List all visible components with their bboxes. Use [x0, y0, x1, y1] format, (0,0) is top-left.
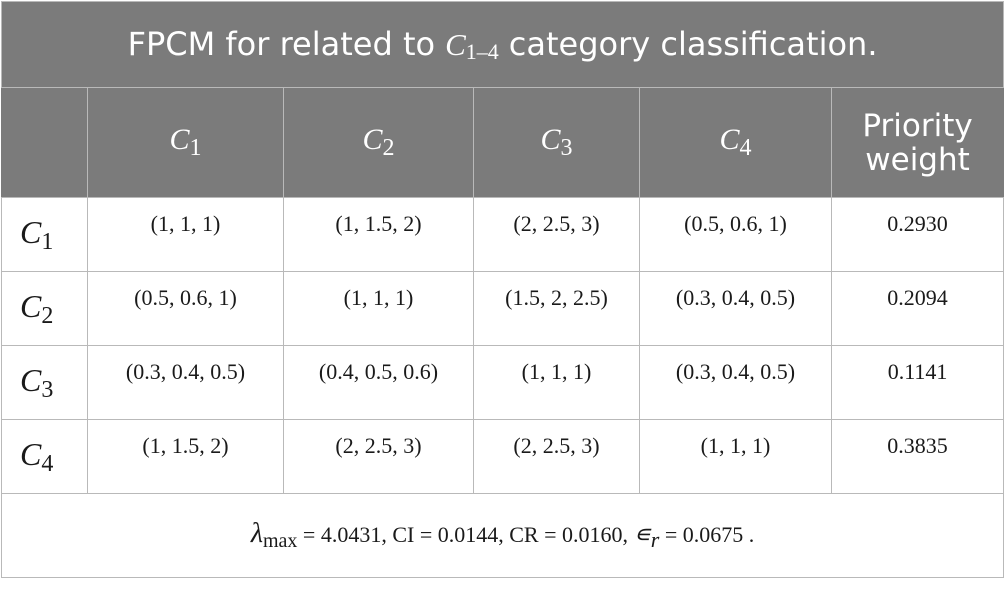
header-priority-weight: Priority weight — [830, 87, 1004, 198]
table-row: C1 (1, 1, 1) (1, 1.5, 2) (2, 2.5, 3) (0.… — [1, 197, 1004, 272]
table-row: C3 (0.3, 0.4, 0.5) (0.4, 0.5, 0.6) (1, 1… — [1, 345, 1004, 420]
header-c2: C2 — [283, 87, 474, 198]
row-header-c3: C3 — [1, 345, 88, 420]
header-c4: C4 — [639, 87, 832, 198]
cell-value: (1, 1, 1) — [521, 358, 592, 384]
cell-value: (0.4, 0.5, 0.6) — [318, 358, 439, 384]
row-c4-symbol: C — [20, 435, 42, 472]
fpcm-table: FPCM for related to C1–4 category classifi… — [0, 1, 1004, 578]
lambda-letter: λ — [250, 518, 263, 549]
cr-value: CR = 0.0160, — [509, 522, 634, 547]
header-c1-sub: 1 — [189, 135, 202, 161]
priority-weight-cell: 0.3835 — [830, 419, 1004, 494]
weight-value: 0.2094 — [887, 284, 948, 310]
header-c1: C1 — [87, 87, 284, 198]
cell-value: (2, 2.5, 3) — [513, 432, 600, 458]
priority-weight-cell: 0.2930 — [830, 197, 1004, 272]
lambda-sub: max — [262, 530, 298, 552]
table-cell: (1, 1, 1) — [473, 345, 640, 420]
table-cell: (1, 1, 1) — [639, 419, 832, 494]
row-c2-symbol: C — [20, 287, 42, 324]
priority-weight-cell: 0.2094 — [830, 271, 1004, 346]
cell-value: (2, 2.5, 3) — [335, 432, 422, 458]
table-cell: (0.3, 0.4, 0.5) — [639, 271, 832, 346]
table-cell: (0.3, 0.4, 0.5) — [87, 345, 284, 420]
ci-value: CI = 0.0144, — [392, 522, 510, 547]
cell-value: (1, 1, 1) — [700, 432, 771, 458]
lambda-max-value: = 4.0431, — [297, 522, 393, 547]
title-prefix: FPCM for related to — [127, 24, 436, 63]
row-header-c4: C4 — [1, 419, 88, 494]
footnote: λmax = 4.0431, CI = 0.0144, CR = 0.0160,… — [0, 493, 1004, 578]
header-row: C1 C2 C3 C4 Priority weight — [1, 87, 1004, 198]
cell-value: (0.3, 0.4, 0.5) — [675, 284, 796, 310]
cell-value: (1, 1, 1) — [343, 284, 414, 310]
row-header-c1: C1 — [1, 197, 88, 272]
row-header-c2: C2 — [1, 271, 88, 346]
cell-value: (0.5, 0.6, 1) — [134, 284, 237, 310]
cell-value: (0.5, 0.6, 1) — [684, 210, 787, 236]
cell-value: (1, 1.5, 2) — [142, 432, 229, 458]
header-c4-symbol: C — [719, 123, 740, 156]
header-c3: C3 — [473, 87, 640, 198]
row-c3-symbol: C — [20, 361, 42, 398]
table-cell: (1.5, 2, 2.5) — [473, 271, 640, 346]
row-c1-symbol: C — [20, 213, 42, 250]
cell-value: (2, 2.5, 3) — [513, 210, 600, 236]
table-title: FPCM for related to C1–4 category classifi… — [0, 1, 1004, 88]
table-cell: (0.3, 0.4, 0.5) — [639, 345, 832, 420]
header-c4-sub: 4 — [739, 135, 752, 161]
table-row: C2 (0.5, 0.6, 1) (1, 1, 1) (1.5, 2, 2.5)… — [1, 271, 1004, 346]
lambda-max-symbol: λmax — [250, 518, 298, 552]
table-cell: (1, 1, 1) — [87, 197, 284, 272]
title-suffix: category classification. — [508, 24, 878, 63]
row-c1-sub: 1 — [41, 228, 54, 255]
cell-value: (1, 1, 1) — [150, 210, 221, 236]
cell-value: (0.3, 0.4, 0.5) — [675, 358, 796, 384]
table-cell: (2, 2.5, 3) — [473, 197, 640, 272]
cell-value: (1, 1.5, 2) — [335, 210, 422, 236]
table-cell: (0.5, 0.6, 1) — [639, 197, 832, 272]
priority-header-line1: Priority — [862, 107, 973, 144]
row-c2-sub: 2 — [41, 302, 54, 329]
epsilon-r-value: = 0.0675 . — [659, 522, 755, 547]
header-c1-symbol: C — [169, 123, 190, 156]
header-corner — [1, 87, 88, 198]
epsilon-sub: r — [650, 527, 660, 552]
header-c3-symbol: C — [540, 123, 561, 156]
title-row: FPCM for related to C1–4 category classifi… — [0, 1, 1004, 88]
priority-weight-cell: 0.1141 — [830, 345, 1004, 420]
title-symbol-letter: C — [445, 26, 466, 62]
row-c3-sub: 3 — [41, 376, 54, 403]
table-row: C4 (1, 1.5, 2) (2, 2.5, 3) (2, 2.5, 3) (… — [1, 419, 1004, 494]
title-symbol-sub: 1–4 — [465, 38, 499, 64]
epsilon-letter: ∊ — [633, 522, 651, 548]
header-c2-symbol: C — [362, 123, 383, 156]
epsilon-r-symbol: ∊r — [633, 522, 660, 552]
weight-value: 0.2930 — [887, 210, 948, 236]
footnote-row: λmax = 4.0431, CI = 0.0144, CR = 0.0160,… — [0, 493, 1004, 578]
table-cell: (2, 2.5, 3) — [473, 419, 640, 494]
table-cell: (0.5, 0.6, 1) — [87, 271, 284, 346]
table-cell: (1, 1.5, 2) — [87, 419, 284, 494]
table-cell: (2, 2.5, 3) — [283, 419, 474, 494]
table-cell: (1, 1, 1) — [283, 271, 474, 346]
row-c4-sub: 4 — [41, 450, 54, 477]
table-cell: (1, 1.5, 2) — [283, 197, 474, 272]
weight-value: 0.1141 — [887, 358, 948, 384]
title-symbol: C1–4 — [445, 26, 499, 64]
weight-value: 0.3835 — [887, 432, 948, 458]
header-c3-sub: 3 — [560, 135, 573, 161]
cell-value: (1.5, 2, 2.5) — [505, 284, 608, 310]
cell-value: (0.3, 0.4, 0.5) — [125, 358, 246, 384]
header-c2-sub: 2 — [382, 135, 395, 161]
priority-header-line2: weight — [865, 141, 970, 178]
table-cell: (0.4, 0.5, 0.6) — [283, 345, 474, 420]
